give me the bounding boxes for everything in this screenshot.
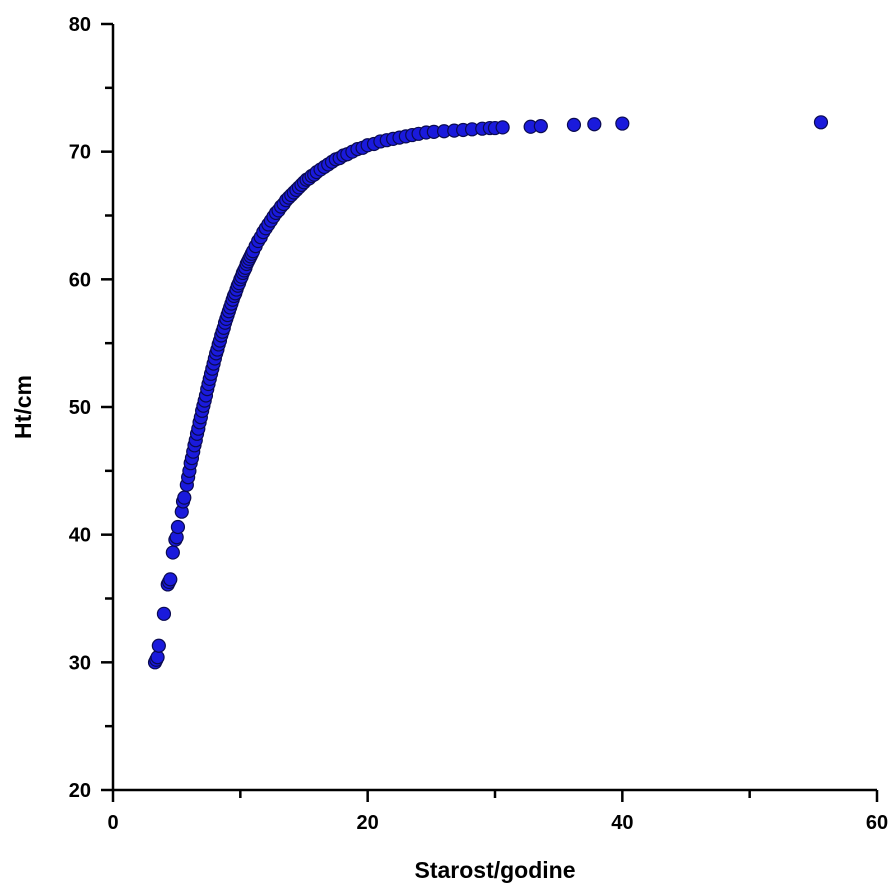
data-point xyxy=(813,115,829,130)
data-point xyxy=(177,490,192,505)
data-point xyxy=(495,120,510,135)
x-tick-label: 0 xyxy=(107,812,118,834)
y-tick-label: 60 xyxy=(69,269,91,291)
data-point xyxy=(170,519,186,535)
data-point xyxy=(163,572,178,587)
data-point xyxy=(615,116,630,131)
x-axis-title: Starost/godine xyxy=(414,857,575,883)
x-tick-label: 20 xyxy=(357,812,379,834)
data-point xyxy=(533,119,548,134)
data-point xyxy=(156,606,172,621)
x-tick-label: 40 xyxy=(611,812,633,834)
y-axis-title: Ht/cm xyxy=(10,375,36,439)
y-tick-label: 40 xyxy=(69,525,91,547)
data-points xyxy=(147,115,829,670)
tick-labels: 0 20 40 60 20 30 40 50 60 70 80 xyxy=(69,14,888,834)
data-point xyxy=(587,117,602,132)
data-point xyxy=(165,545,180,560)
y-tick-label: 70 xyxy=(69,142,91,164)
data-point xyxy=(151,638,166,653)
data-point xyxy=(566,117,582,132)
y-tick-label: 20 xyxy=(69,780,91,802)
y-tick-label: 30 xyxy=(69,652,91,674)
y-tick-label: 50 xyxy=(69,397,91,419)
x-tick-label: 60 xyxy=(866,812,888,834)
y-tick-label: 80 xyxy=(69,14,91,36)
axes xyxy=(111,24,877,792)
ticks xyxy=(101,22,879,802)
